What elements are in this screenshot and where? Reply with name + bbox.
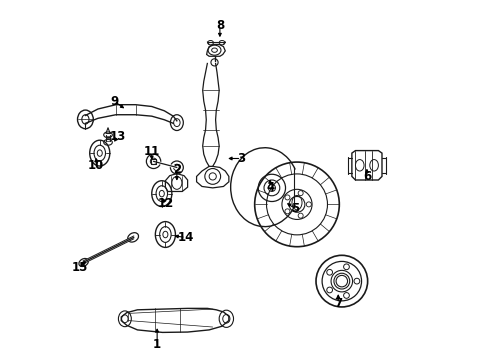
Text: 11: 11 [144, 145, 160, 158]
Text: 15: 15 [72, 261, 88, 274]
Text: 8: 8 [216, 19, 224, 32]
Text: 6: 6 [363, 170, 371, 183]
Text: 14: 14 [178, 231, 194, 244]
Text: 4: 4 [266, 181, 274, 194]
Text: 12: 12 [158, 197, 174, 210]
Text: 1: 1 [153, 338, 161, 351]
Text: 9: 9 [110, 95, 118, 108]
Text: 3: 3 [237, 152, 245, 165]
Text: 5: 5 [291, 202, 299, 215]
Text: 10: 10 [88, 159, 104, 172]
Text: 13: 13 [110, 130, 126, 144]
Text: 2: 2 [173, 163, 181, 176]
Text: 7: 7 [334, 297, 343, 310]
